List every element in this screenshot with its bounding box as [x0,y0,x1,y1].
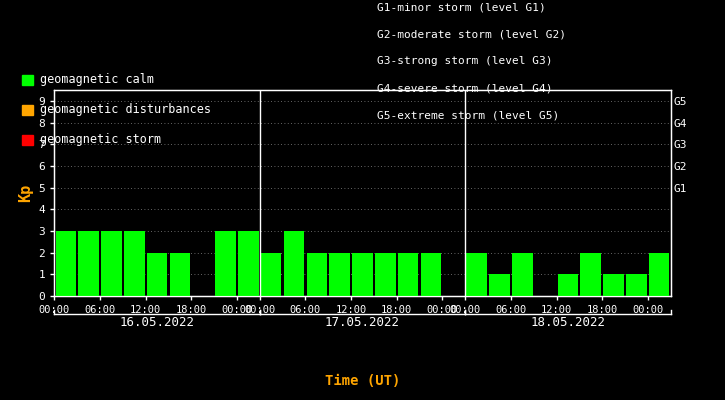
Text: G5-extreme storm (level G5): G5-extreme storm (level G5) [377,111,559,121]
Bar [329,253,350,296]
Bar [489,274,510,296]
Text: geomagnetic storm: geomagnetic storm [40,132,161,146]
Bar [375,253,396,296]
Bar [581,253,601,296]
Bar [626,274,647,296]
Bar [170,253,190,296]
Bar [558,274,579,296]
Bar [283,231,304,296]
Text: geomagnetic calm: geomagnetic calm [40,72,154,86]
Bar [56,231,76,296]
Text: Time (UT): Time (UT) [325,374,400,388]
Text: 17.05.2022: 17.05.2022 [325,316,400,328]
Bar [420,253,442,296]
Bar [649,253,669,296]
Text: geomagnetic disturbances: geomagnetic disturbances [40,102,211,116]
Text: G3-strong storm (level G3): G3-strong storm (level G3) [377,56,552,66]
Bar [307,253,327,296]
Text: G2-moderate storm (level G2): G2-moderate storm (level G2) [377,29,566,39]
Y-axis label: Kp: Kp [18,184,33,202]
Text: G1-minor storm (level G1): G1-minor storm (level G1) [377,2,546,12]
Bar [398,253,418,296]
Text: G4-severe storm (level G4): G4-severe storm (level G4) [377,84,552,94]
Bar [146,253,167,296]
Text: 16.05.2022: 16.05.2022 [120,316,194,328]
Bar [466,253,487,296]
Bar [261,253,281,296]
Bar [512,253,533,296]
Bar [102,231,122,296]
Bar [78,231,99,296]
Bar [124,231,144,296]
Bar [238,231,259,296]
Bar [215,231,236,296]
Text: 18.05.2022: 18.05.2022 [531,316,605,328]
Bar [603,274,624,296]
Bar [352,253,373,296]
